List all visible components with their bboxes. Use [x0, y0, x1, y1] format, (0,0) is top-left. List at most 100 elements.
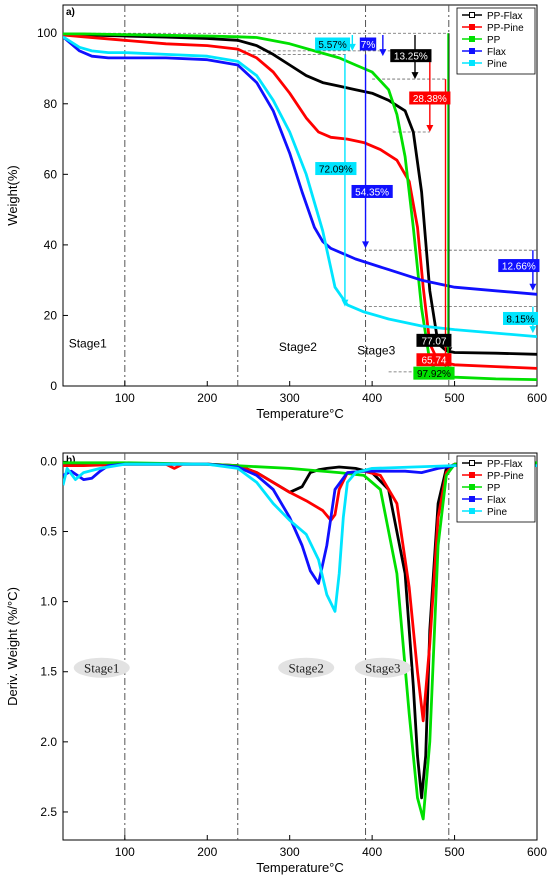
series-group [63, 461, 537, 821]
y-tick-label: 80 [44, 97, 58, 111]
annotation-box [315, 162, 357, 176]
legend-label: Flax [487, 495, 506, 506]
x-tick-label: 500 [445, 391, 465, 405]
plot-frame [62, 4, 538, 387]
stage-label-bg [73, 657, 130, 678]
annotation-label: 5.57% [318, 40, 346, 51]
legend-label: PP [487, 35, 501, 46]
y-tick-label: 2.5 [40, 805, 57, 819]
annotation-label: 54.35% [355, 187, 389, 198]
series-line-pp [63, 461, 537, 821]
annotation-box [409, 91, 451, 105]
x-tick-label: 600 [527, 391, 547, 405]
annotation-box [416, 353, 452, 367]
annotation-label: 97.92% [417, 369, 451, 380]
stage-label-bg [354, 657, 411, 678]
series-line-flax [63, 35, 537, 296]
annotation-label: 13.25% [394, 52, 428, 63]
legend-label: PP [487, 483, 501, 494]
x-tick-label: 100 [115, 845, 135, 859]
stage-label: Stage2 [288, 661, 323, 676]
y-tick-label: 0 [50, 379, 57, 393]
x-tick-label: 500 [445, 845, 465, 859]
annotation-box [416, 333, 452, 347]
series-group [63, 32, 537, 381]
annotation-box [315, 37, 351, 51]
y-tick-label: 0.5 [40, 525, 57, 539]
arrow-head [529, 283, 537, 291]
panel-a-weight-loss: a) 100 200 300 400 500 600 0 20 40 60 80 100 Temperat… [5, 4, 547, 421]
legend-label: Flax [487, 47, 506, 58]
annotation-label: 12.66% [502, 262, 536, 273]
arrow-head [341, 299, 349, 307]
arrow-head [426, 125, 434, 132]
legend-marker [469, 484, 475, 490]
annotation-label: 77.07 [421, 336, 446, 347]
legend-marker [469, 496, 475, 502]
legend-marker [469, 60, 475, 66]
y-tick-label: 20 [44, 308, 58, 322]
y-tick-label: 0.0 [40, 454, 57, 468]
annotation-box [413, 366, 455, 380]
x-tick-label: 600 [527, 845, 547, 859]
series-line-pine [63, 462, 537, 613]
series-line-pp-pine [63, 33, 537, 370]
annotation-box [390, 49, 432, 63]
stage-label-bg [278, 657, 335, 678]
x-tick-label: 100 [115, 391, 135, 405]
legend-marker [469, 460, 475, 466]
legend-marker [469, 508, 475, 514]
x-tick-label: 200 [197, 845, 217, 859]
annotation-box [359, 37, 377, 51]
legend-label: PP-Flax [487, 459, 523, 470]
arrow-head [379, 49, 387, 57]
panel-b-derivative-weight: b) 100 200 300 400 500 600 0.0 0.5 1.0 1.5 2.0 2.5 Te… [5, 452, 547, 875]
stage-label: Stage3 [357, 344, 395, 358]
annotation-box [351, 184, 393, 198]
y-axis-label: Weight(%) [5, 165, 20, 225]
annotation-label: 8.15% [506, 314, 534, 325]
legend-marker [469, 12, 475, 18]
y-tick-label: 60 [44, 167, 58, 181]
legend-label: PP-Pine [487, 471, 524, 482]
panel-label: a) [66, 7, 75, 18]
x-tick-label: 300 [280, 845, 300, 859]
stage-label: Stage2 [279, 340, 317, 354]
annotation-label: 72.09% [319, 165, 353, 176]
annotation-box [503, 311, 539, 325]
y-tick-label: 2.0 [40, 735, 57, 749]
legend-label: Pine [487, 507, 507, 518]
arrow-head [445, 347, 453, 355]
x-tick-label: 400 [362, 845, 382, 859]
plot-frame [62, 452, 538, 841]
x-tick-label: 200 [197, 391, 217, 405]
y-axis-label: Deriv. Weight (%/°C) [5, 587, 20, 706]
legend-marker [469, 472, 475, 478]
annotation-box [498, 259, 540, 273]
annotation-label: 7% [361, 40, 376, 51]
x-tick-label: 400 [362, 391, 382, 405]
arrow-head [529, 326, 537, 334]
arrow-head [411, 72, 419, 80]
annotation-label: 65.74 [421, 356, 446, 367]
y-tick-label: 1.5 [40, 665, 57, 679]
series-line-pp [63, 32, 537, 381]
legend-label: Pine [487, 59, 507, 70]
legend-marker [469, 24, 475, 30]
x-axis-label: Temperature°C [256, 860, 344, 875]
legend-label: PP-Pine [487, 23, 524, 34]
x-axis-label: Temperature°C [256, 406, 344, 421]
panel-label: b) [66, 455, 75, 466]
legend-label: PP-Flax [487, 11, 523, 22]
annotation-label: 28.38% [413, 94, 447, 105]
y-tick-label: 1.0 [40, 595, 57, 609]
stage-label: Stage3 [365, 661, 400, 676]
x-tick-label: 300 [280, 391, 300, 405]
legend-marker [469, 48, 475, 54]
y-tick-label: 100 [37, 26, 57, 40]
y-tick-label: 40 [44, 238, 58, 252]
arrow-head [348, 43, 356, 51]
stage-label: Stage1 [69, 337, 107, 351]
